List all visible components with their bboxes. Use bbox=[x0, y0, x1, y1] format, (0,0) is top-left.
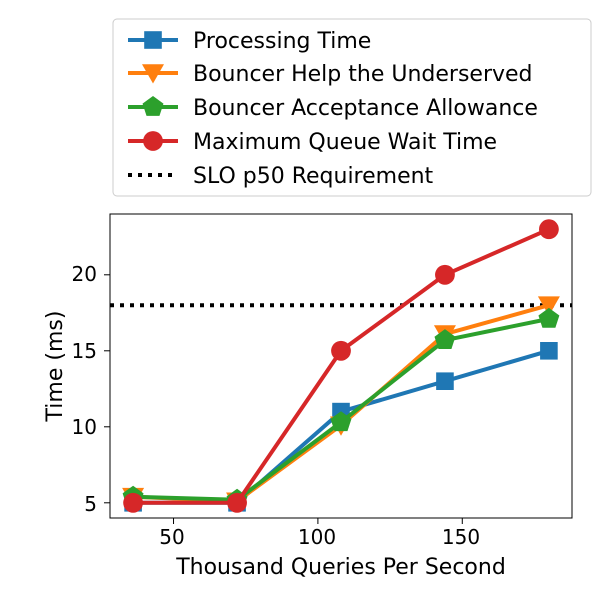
plot-frame bbox=[109, 213, 573, 519]
y-tick-label-20: 20 bbox=[72, 262, 97, 286]
legend-swatch-marker-bouncer-help-the-underserved bbox=[142, 64, 164, 84]
data-point-maximum-queue-wait-time-0 bbox=[123, 492, 143, 513]
y-tick-label-15: 15 bbox=[72, 339, 97, 363]
legend-frame bbox=[112, 18, 592, 197]
x-axis-label: Thousand Queries Per Second bbox=[175, 555, 506, 580]
legend-label-bouncer-acceptance: Bouncer Acceptance Allowance bbox=[193, 96, 538, 121]
data-point-maximum-queue-wait-time-2 bbox=[331, 340, 351, 361]
x-tick-label-100: 100 bbox=[298, 525, 336, 549]
legend: Processing Time Bouncer Help the Underse… bbox=[112, 18, 592, 197]
legend-label-max-queue-wait: Maximum Queue Wait Time bbox=[193, 130, 497, 155]
x-tick-label-50: 50 bbox=[159, 525, 184, 549]
data-point-maximum-queue-wait-time-3 bbox=[435, 264, 455, 285]
x-tick-label-150: 150 bbox=[442, 525, 480, 549]
data-point-processing-time-4 bbox=[540, 342, 558, 360]
data-point-processing-time-3 bbox=[436, 372, 454, 390]
data-point-maximum-queue-wait-time-4 bbox=[539, 219, 559, 240]
y-axis-label: Time (ms) bbox=[43, 311, 68, 423]
legend-swatch-marker-bouncer-acceptance-allowance bbox=[142, 96, 164, 116]
legend-swatch-marker-processing-time bbox=[144, 31, 162, 49]
legend-label-processing-time: Processing Time bbox=[193, 29, 371, 54]
data-point-bouncer-help-the-underserved-4 bbox=[537, 296, 560, 316]
legend-label-slo-requirement: SLO p50 Requirement bbox=[193, 164, 434, 189]
data-point-maximum-queue-wait-time-1 bbox=[227, 492, 247, 513]
data-point-bouncer-acceptance-allowance-4 bbox=[538, 307, 560, 328]
legend-label-bouncer-help: Bouncer Help the Underserved bbox=[193, 62, 533, 87]
data-point-bouncer-acceptance-allowance-3 bbox=[434, 329, 456, 350]
y-tick-label-10: 10 bbox=[72, 415, 97, 439]
legend-swatch-marker-maximum-queue-wait-time bbox=[143, 131, 163, 151]
y-tick-label-5: 5 bbox=[84, 492, 97, 516]
data-point-bouncer-acceptance-allowance-2 bbox=[330, 411, 352, 432]
